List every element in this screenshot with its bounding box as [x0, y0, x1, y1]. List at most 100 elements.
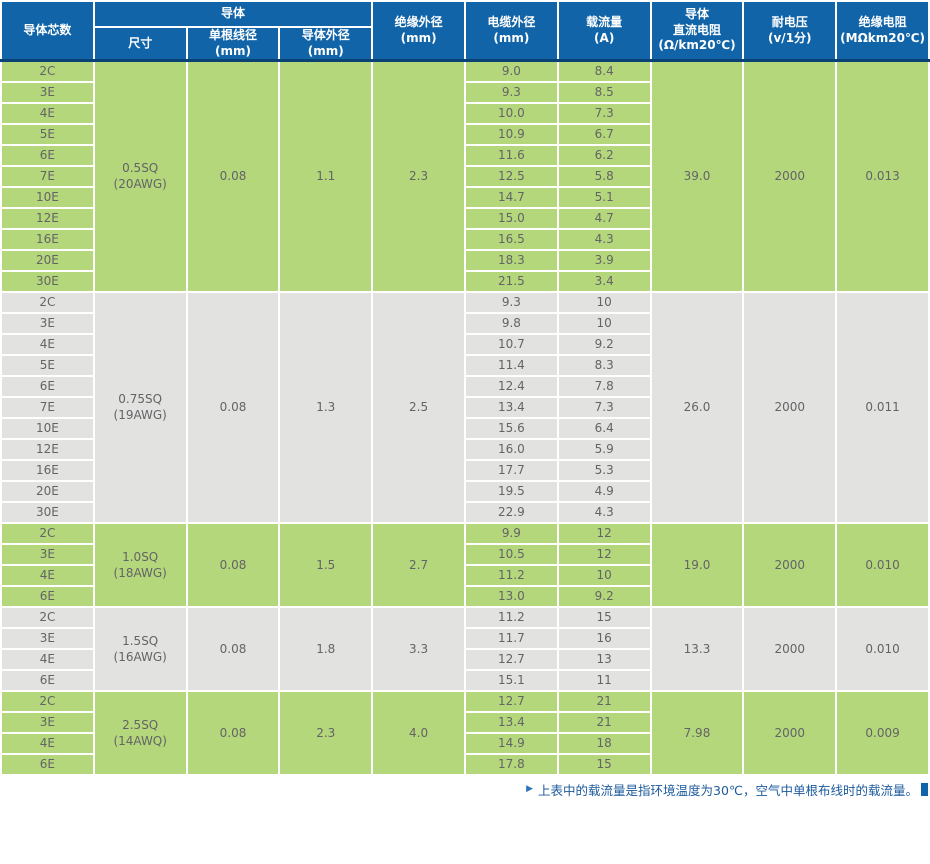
cores-cell: 3E — [0, 710, 95, 734]
conductor-od-cell: 1.8 — [278, 605, 374, 692]
current-cell: 12 — [556, 542, 652, 566]
voltage-cell: 2000 — [742, 290, 838, 524]
conductor-od-cell: 1.3 — [278, 290, 374, 524]
table-row: 6E 11.6 6.2 — [0, 143, 929, 167]
table-row: 30E 22.9 4.3 — [0, 500, 929, 524]
conductor-od-cell: 2.3 — [278, 689, 374, 776]
header-insulation-od: 绝缘外径 (mm) — [371, 0, 466, 62]
current-cell: 5.3 — [556, 458, 652, 482]
current-cell: 8.3 — [556, 353, 652, 377]
cores-cell: 7E — [0, 395, 95, 419]
size-cell: 1.0SQ (18AWG) — [92, 521, 188, 608]
cores-cell: 2C — [0, 521, 95, 545]
header-conductor-group: 导体 — [92, 0, 374, 28]
corner-marker — [921, 782, 928, 796]
table-row: 30E 21.5 3.4 — [0, 269, 929, 293]
header-row-1: 导体芯数 导体 绝缘外径 (mm) 电缆外径 (mm) 载流量 (A) 导体 直… — [0, 0, 930, 62]
table-header: 导体芯数 导体 绝缘外径 (mm) 电缆外径 (mm) 载流量 (A) 导体 直… — [0, 0, 930, 62]
cable-od-cell: 9.9 — [463, 521, 559, 545]
current-cell: 6.2 — [556, 143, 652, 167]
cable-od-cell: 17.8 — [463, 752, 559, 776]
table-row: 10E 15.6 6.4 — [0, 416, 929, 440]
cable-od-cell: 11.6 — [463, 143, 559, 167]
table-row: 7E 13.4 7.3 — [0, 395, 929, 419]
table-row: 20E 19.5 4.9 — [0, 479, 929, 503]
cable-od-cell: 21.5 — [463, 269, 559, 293]
table-row: 2C 1.5SQ (16AWG) 0.08 1.8 3.3 11.2 15 13.3 2000 0… — [0, 605, 930, 692]
cable-od-cell: 10.0 — [463, 101, 559, 125]
table-row: 6E 13.0 9.2 — [0, 584, 929, 608]
table-row: 4E 14.9 18 — [0, 731, 929, 755]
current-cell: 16 — [556, 626, 652, 650]
current-cell: 7.3 — [556, 101, 652, 125]
cores-cell: 6E — [0, 752, 95, 776]
cores-cell: 4E — [0, 332, 95, 356]
dc-resistance-cell: 19.0 — [649, 521, 745, 608]
current-cell: 6.4 — [556, 416, 652, 440]
table-row: 4E 12.7 13 — [0, 647, 929, 671]
table-row: 2C 0.75SQ (19AWG) 0.08 1.3 2.5 9.3 10 26.0 2000 0… — [0, 290, 930, 524]
insulation-resistance-cell: 0.011 — [835, 290, 930, 524]
current-cell: 21 — [556, 710, 652, 734]
table-row: 16E 16.5 4.3 — [0, 227, 929, 251]
cable-od-cell: 17.7 — [463, 458, 559, 482]
size-cell: 2.5SQ (14AWQ) — [92, 689, 188, 776]
current-cell: 8.4 — [556, 59, 652, 83]
cable-od-cell: 15.6 — [463, 416, 559, 440]
insulation-resistance-cell: 0.013 — [835, 59, 930, 293]
current-cell: 15 — [556, 752, 652, 776]
strand-diameter-cell: 0.08 — [185, 290, 281, 524]
size-cell: 0.75SQ (19AWG) — [92, 290, 188, 524]
table-row: 2C 2.5SQ (14AWQ) 0.08 2.3 4.0 12.7 21 7.98 2000 0… — [0, 689, 930, 776]
cable-od-cell: 16.0 — [463, 437, 559, 461]
cores-cell: 20E — [0, 479, 95, 503]
current-cell: 7.3 — [556, 395, 652, 419]
cable-od-cell: 11.7 — [463, 626, 559, 650]
cable-od-cell: 10.5 — [463, 542, 559, 566]
insulation-od-cell: 3.3 — [371, 605, 466, 692]
cores-cell: 10E — [0, 416, 95, 440]
current-cell: 7.8 — [556, 374, 652, 398]
cable-od-cell: 10.7 — [463, 332, 559, 356]
cores-cell: 6E — [0, 584, 95, 608]
cable-od-cell: 9.3 — [463, 80, 559, 104]
cable-od-cell: 14.7 — [463, 185, 559, 209]
current-cell: 5.9 — [556, 437, 652, 461]
current-cell: 10 — [556, 290, 652, 314]
table-row: 6E 15.1 11 — [0, 668, 929, 692]
cores-cell: 30E — [0, 269, 95, 293]
cable-od-cell: 9.8 — [463, 311, 559, 335]
cores-cell: 6E — [0, 143, 95, 167]
table-row: 3E 10.5 12 — [0, 542, 929, 566]
cores-cell: 20E — [0, 248, 95, 272]
conductor-od-cell: 1.1 — [278, 59, 374, 293]
cable-od-cell: 11.2 — [463, 605, 559, 629]
voltage-cell: 2000 — [742, 605, 838, 692]
current-cell: 6.7 — [556, 122, 652, 146]
cores-cell: 2C — [0, 689, 95, 713]
table-row: 7E 12.5 5.8 — [0, 164, 929, 188]
table-row: 12E 16.0 5.9 — [0, 437, 929, 461]
cable-od-cell: 12.7 — [463, 689, 559, 713]
current-cell: 13 — [556, 647, 652, 671]
header-row-2: 尺寸 单根线径 (mm) 导体外径 (mm) — [1, 26, 929, 62]
current-cell: 3.9 — [556, 248, 652, 272]
cores-cell: 7E — [0, 164, 95, 188]
cores-cell: 5E — [0, 122, 95, 146]
cores-cell: 2C — [0, 59, 95, 83]
current-cell: 12 — [556, 521, 652, 545]
cable-od-cell: 9.3 — [463, 290, 559, 314]
dc-resistance-cell: 7.98 — [649, 689, 745, 776]
table-row: 20E 18.3 3.9 — [0, 248, 929, 272]
voltage-cell: 2000 — [742, 689, 838, 776]
cores-cell: 4E — [0, 647, 95, 671]
current-cell: 21 — [556, 689, 652, 713]
table-row: 3E 9.3 8.5 — [0, 80, 929, 104]
insulation-od-cell: 2.7 — [371, 521, 466, 608]
cores-cell: 5E — [0, 353, 95, 377]
cores-cell: 4E — [0, 563, 95, 587]
cable-od-cell: 12.7 — [463, 647, 559, 671]
current-cell: 4.3 — [556, 500, 652, 524]
voltage-cell: 2000 — [742, 521, 838, 608]
insulation-resistance-cell: 0.009 — [835, 689, 930, 776]
